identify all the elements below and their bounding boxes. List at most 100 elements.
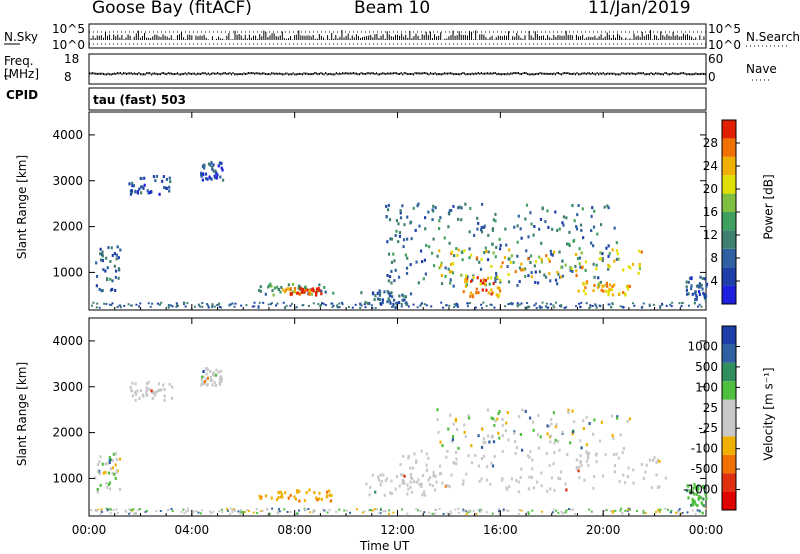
- power-cell: [176, 304, 179, 307]
- freq-sample: [146, 72, 148, 75]
- velocity-cell: [585, 450, 588, 454]
- power-cell: [448, 304, 451, 307]
- power-cell: [394, 268, 397, 272]
- freq-sample: [266, 73, 268, 76]
- power-cell: [360, 304, 363, 307]
- colorbar-tick-label: 4: [710, 274, 718, 288]
- velocity-cell: [420, 449, 423, 453]
- power-cell: [584, 260, 588, 264]
- power-cell: [143, 176, 146, 180]
- velocity-colorbar-segment: [722, 454, 736, 474]
- velocity-cell: [518, 415, 521, 419]
- freq-sample: [576, 72, 578, 75]
- velocity-cell: [564, 482, 567, 486]
- power-cell: [114, 275, 117, 279]
- velocity-cell: [501, 477, 504, 481]
- velocity-cell: [279, 490, 282, 494]
- freq-sample: [507, 72, 509, 75]
- power-cell: [613, 283, 616, 287]
- power-cell: [480, 303, 483, 306]
- freq-sample: [335, 72, 337, 75]
- velocity-cell: [375, 508, 378, 511]
- colorbar-tick-label: 500: [695, 360, 718, 374]
- freq-sample: [479, 72, 481, 75]
- velocity-cell: [145, 386, 148, 390]
- power-cell: [115, 253, 118, 257]
- velocity-cell: [598, 439, 602, 443]
- velocity-colorbar-segment: [722, 473, 736, 492]
- power-cell: [516, 224, 519, 228]
- velocity-cell: [560, 470, 563, 474]
- freq-sample: [180, 73, 182, 76]
- power-cell: [695, 298, 698, 302]
- velocity-cell: [442, 512, 445, 515]
- velocity-cell: [621, 511, 624, 514]
- freq-sample: [372, 72, 375, 75]
- velocity-cell: [374, 490, 377, 494]
- power-cell: [445, 304, 448, 307]
- velocity-cell: [670, 509, 673, 512]
- velocity-cell: [491, 512, 494, 515]
- power-cell: [476, 216, 479, 220]
- velocity-cell: [170, 396, 174, 400]
- power-cell: [211, 306, 214, 309]
- velocity-cell: [239, 509, 242, 512]
- velocity-cell: [695, 492, 698, 496]
- velocity-cell: [455, 427, 459, 431]
- power-cell: [546, 209, 549, 213]
- power-cell: [601, 284, 604, 288]
- power-colorbar-segment: [722, 267, 736, 286]
- power-cell: [98, 306, 101, 309]
- freq-sample: [136, 73, 139, 76]
- freq-sample: [130, 72, 132, 75]
- freq-sample: [150, 73, 152, 76]
- power-cell: [200, 171, 203, 175]
- power-cell: [535, 307, 538, 310]
- freq-sample: [442, 73, 444, 76]
- power-cell: [320, 292, 323, 296]
- freq-sample: [269, 73, 271, 76]
- power-cell: [487, 291, 490, 295]
- power-cell: [418, 224, 421, 228]
- freq-sample: [363, 72, 365, 75]
- velocity-cell: [390, 479, 393, 483]
- power-cell: [270, 284, 273, 288]
- velocity-cell: [507, 510, 510, 513]
- power-cell: [626, 284, 630, 288]
- power-cell: [585, 302, 588, 305]
- freq-sample: [187, 72, 189, 75]
- velocity-cell: [479, 508, 482, 511]
- power-cell: [471, 293, 475, 297]
- velocity-cell: [394, 487, 397, 491]
- velocity-cell: [242, 511, 245, 514]
- freq-sample: [278, 72, 280, 75]
- power-cell: [175, 302, 178, 305]
- power-cell: [390, 237, 393, 241]
- power-cell: [285, 304, 288, 307]
- velocity-cell: [653, 456, 656, 460]
- velocity-cell: [550, 476, 553, 480]
- velocity-cell: [180, 510, 183, 513]
- power-cell: [611, 248, 614, 252]
- velocity-cell: [322, 508, 325, 511]
- power-cell: [537, 281, 540, 285]
- velocity-cell: [613, 464, 617, 468]
- freq-sample: [124, 72, 126, 75]
- freq-sample: [298, 72, 300, 75]
- velocity-cell: [548, 424, 551, 428]
- freq-sample: [133, 72, 135, 75]
- power-cell: [312, 289, 315, 293]
- power-cell: [447, 267, 450, 271]
- velocity-cell: [316, 498, 319, 502]
- velocity-cell: [642, 509, 645, 512]
- velocity-cell: [545, 452, 548, 456]
- power-cell: [397, 275, 401, 279]
- velocity-cell: [457, 507, 460, 510]
- power-cell: [262, 301, 265, 304]
- velocity-cell: [356, 508, 359, 511]
- velocity-cell: [415, 459, 418, 463]
- velocity-cell: [168, 382, 171, 386]
- power-cell: [481, 202, 484, 206]
- power-cell: [601, 257, 604, 261]
- power-cell: [200, 173, 203, 177]
